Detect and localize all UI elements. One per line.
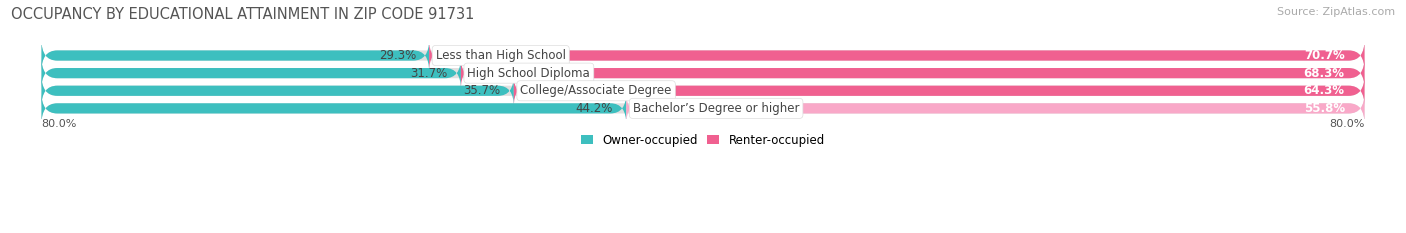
- Legend: Owner-occupied, Renter-occupied: Owner-occupied, Renter-occupied: [576, 129, 830, 151]
- Text: 64.3%: 64.3%: [1303, 84, 1344, 97]
- Text: High School Diploma: High School Diploma: [467, 67, 591, 80]
- FancyBboxPatch shape: [41, 57, 461, 89]
- FancyBboxPatch shape: [41, 92, 1365, 124]
- Text: 31.7%: 31.7%: [411, 67, 447, 80]
- Text: Bachelor’s Degree or higher: Bachelor’s Degree or higher: [633, 102, 800, 115]
- FancyBboxPatch shape: [41, 92, 626, 124]
- Text: 80.0%: 80.0%: [1329, 119, 1365, 129]
- Text: College/Associate Degree: College/Associate Degree: [520, 84, 672, 97]
- Text: 29.3%: 29.3%: [378, 49, 416, 62]
- FancyBboxPatch shape: [41, 75, 513, 107]
- Text: Source: ZipAtlas.com: Source: ZipAtlas.com: [1277, 7, 1395, 17]
- Text: 80.0%: 80.0%: [41, 119, 77, 129]
- FancyBboxPatch shape: [41, 57, 1365, 89]
- FancyBboxPatch shape: [41, 75, 1365, 107]
- FancyBboxPatch shape: [41, 39, 429, 72]
- Text: 44.2%: 44.2%: [575, 102, 613, 115]
- Text: 68.3%: 68.3%: [1303, 67, 1344, 80]
- FancyBboxPatch shape: [626, 92, 1365, 124]
- Text: OCCUPANCY BY EDUCATIONAL ATTAINMENT IN ZIP CODE 91731: OCCUPANCY BY EDUCATIONAL ATTAINMENT IN Z…: [11, 7, 475, 22]
- Text: 55.8%: 55.8%: [1303, 102, 1344, 115]
- Text: 35.7%: 35.7%: [464, 84, 501, 97]
- FancyBboxPatch shape: [41, 39, 1365, 72]
- Text: Less than High School: Less than High School: [436, 49, 565, 62]
- FancyBboxPatch shape: [461, 57, 1365, 89]
- FancyBboxPatch shape: [513, 75, 1365, 107]
- Text: 70.7%: 70.7%: [1303, 49, 1344, 62]
- FancyBboxPatch shape: [429, 39, 1365, 72]
